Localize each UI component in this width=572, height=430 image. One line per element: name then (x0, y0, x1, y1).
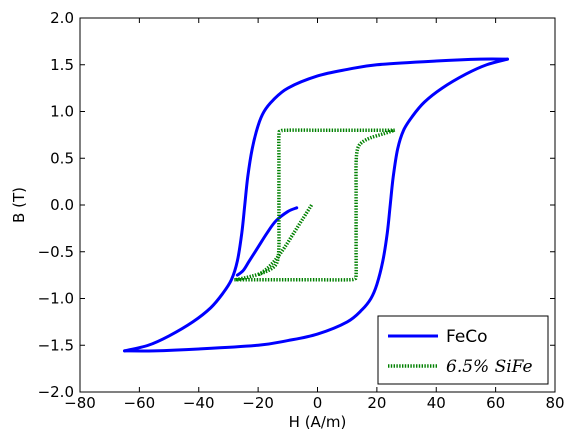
y-tick-label: 1.0 (50, 103, 74, 121)
legend-label: FeCo (446, 327, 488, 347)
y-tick-label: 2.0 (50, 9, 74, 27)
y-tick-label: −2.0 (38, 383, 74, 401)
x-tick-label: 80 (545, 394, 564, 412)
x-tick-label: −80 (64, 394, 96, 412)
x-tick-label: −40 (183, 394, 215, 412)
x-axis-label: H (A/m) (289, 413, 347, 430)
legend-label: 6.5% SiFe (446, 357, 533, 377)
legend-box (377, 315, 549, 385)
x-tick-label: 60 (486, 394, 505, 412)
y-axis-label: B (T) (10, 187, 28, 223)
y-tick-label: 0.5 (50, 149, 74, 167)
series-6-5-sife-upper-branch (234, 128, 395, 282)
series-feco-upper-branch (123, 57, 509, 353)
y-tick-label: −1.0 (38, 290, 74, 308)
y-tick-label: 1.5 (50, 56, 74, 74)
x-tick-label: −60 (124, 394, 156, 412)
y-tick-label: −0.5 (38, 243, 74, 261)
y-tick-label: 0.0 (50, 196, 74, 214)
series-feco-initial-curve (235, 206, 299, 277)
x-tick-label: 20 (367, 394, 386, 412)
series-feco-lower-branch (123, 57, 509, 353)
curves-layer (123, 57, 509, 353)
series-6-5-sife-lower-branch (234, 128, 396, 282)
ticks-layer: −80 −60 −40 −20 0 20 40 60 80 −2.0 −1.5 −1.0 −0.5 0.0… (38, 9, 565, 412)
y-tick-label: −1.5 (38, 336, 74, 354)
x-tick-label: 0 (313, 394, 323, 412)
x-tick-label: 40 (427, 394, 446, 412)
legend: FeCo 6.5% SiFe (377, 315, 549, 385)
x-tick-label: −20 (242, 394, 274, 412)
